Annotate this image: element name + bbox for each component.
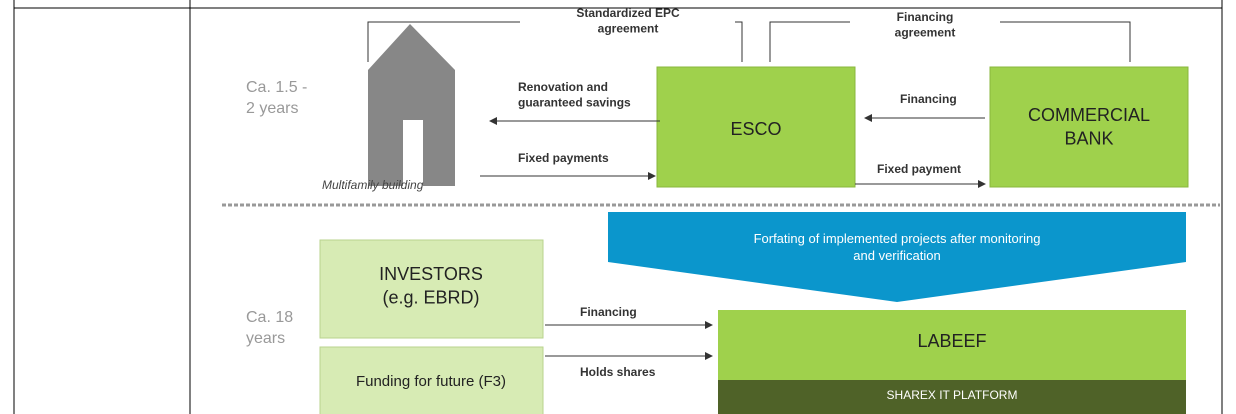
agreement-label: Standardized EPC agreement xyxy=(576,6,680,36)
node-label: INVESTORS (e.g. EBRD) xyxy=(379,264,483,307)
building-label: Multifamily building xyxy=(322,178,424,192)
node-label: COMMERCIAL BANK xyxy=(1028,105,1150,148)
node-label: Funding for future (F3) xyxy=(356,373,506,390)
house-icon xyxy=(368,24,455,186)
table-borders xyxy=(13,0,1223,414)
flow-label: Financing xyxy=(900,92,957,106)
f3-box xyxy=(319,346,544,414)
flow-label: Fixed payments xyxy=(518,151,609,165)
period-label: Ca. 1.5 -2 years xyxy=(246,79,307,117)
sharex-bar xyxy=(718,380,1186,414)
connector xyxy=(769,21,1131,62)
connector xyxy=(367,21,743,62)
flow-label: Financing xyxy=(580,305,637,319)
flow-label: Renovation and guaranteed savings xyxy=(518,80,631,110)
forfaiting-arrow xyxy=(608,212,1186,302)
esco-box xyxy=(656,66,856,188)
flow-label: Holds shares xyxy=(580,365,656,379)
period-label: Ca. 18 years xyxy=(246,309,293,347)
node-label: ESCO xyxy=(730,119,781,139)
node-label: SHAREX IT PLATFORM xyxy=(887,388,1018,402)
node-label: LABEEF xyxy=(917,331,986,351)
forfaiting-label: Forfating of implemented projects after … xyxy=(754,231,1041,263)
agreement-label: Financing agreement xyxy=(895,10,956,40)
bank-box xyxy=(989,66,1189,188)
labeef-box xyxy=(718,310,1186,380)
flow-label: Fixed payment xyxy=(877,162,961,176)
investors-box xyxy=(319,239,544,339)
